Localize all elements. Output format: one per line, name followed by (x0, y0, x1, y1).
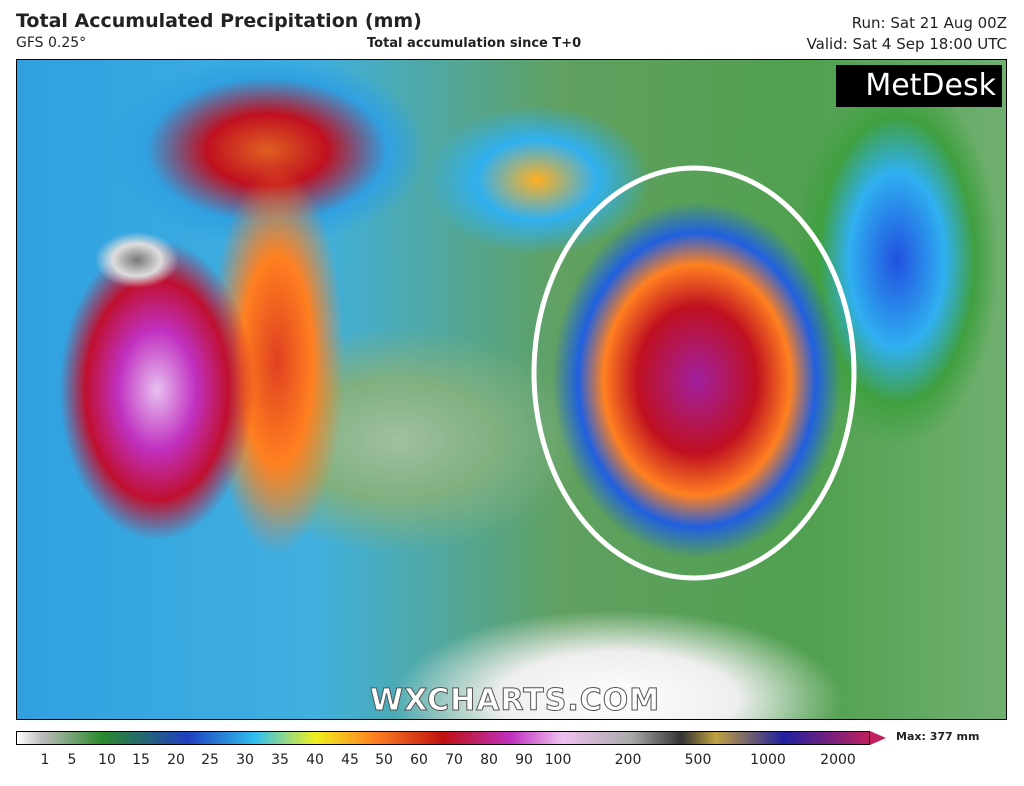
tick-label: 70 (445, 752, 463, 768)
subtitle: Total accumulation since T+0 (367, 36, 582, 51)
tick-label: 1000 (750, 752, 786, 768)
tick-label: 30 (236, 752, 254, 768)
map (16, 59, 1007, 720)
tick-label: 100 (544, 752, 572, 768)
tick-label: 45 (341, 752, 359, 768)
colorbar-arrow (870, 731, 886, 745)
title: Total Accumulated Precipitation (mm) (16, 10, 422, 32)
tick-label: 20 (167, 752, 185, 768)
tick-label: 1 (40, 752, 50, 768)
tick-label: 15 (132, 752, 150, 768)
tick-label: 10 (98, 752, 116, 768)
tick-label: 500 (684, 752, 712, 768)
run: Run: Sat 21 Aug 00Z (851, 14, 1007, 32)
tick-label: 90 (515, 752, 533, 768)
logo: MetDesk (836, 65, 1002, 107)
max-label: Max: 377 mm (896, 730, 980, 743)
tick-label: 200 (614, 752, 642, 768)
tick-label: 25 (201, 752, 219, 768)
tick-label: 5 (67, 752, 77, 768)
tick-label: 40 (306, 752, 324, 768)
tick-label: 80 (480, 752, 498, 768)
colorbar (16, 731, 870, 745)
tick-label: 2000 (820, 752, 856, 768)
overlay (531, 165, 857, 581)
highlight-ellipse (531, 165, 857, 581)
model: GFS 0.25° (16, 35, 87, 51)
valid: Valid: Sat 4 Sep 18:00 UTC (806, 35, 1007, 53)
tick-label: 50 (375, 752, 393, 768)
watermark: WXCHARTS.COM (369, 683, 661, 719)
tick-label: 60 (410, 752, 428, 768)
tick-label: 35 (271, 752, 289, 768)
